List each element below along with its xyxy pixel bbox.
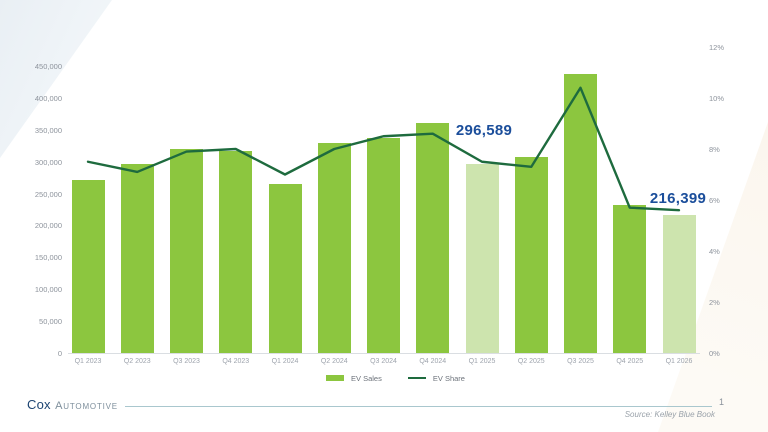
x-axis-tick-label: Q1 2026 <box>665 358 693 365</box>
ev-sales-bar <box>170 148 203 353</box>
chart-legend: EV Sales EV Share <box>326 372 465 384</box>
y-axis-right-tick-label: 0% <box>709 349 720 358</box>
x-axis-tick-label: Q3 2024 <box>370 358 397 365</box>
ev-sales-bar <box>268 183 302 353</box>
x-axis-line <box>68 353 700 354</box>
footer-divider-line <box>125 406 712 407</box>
y-axis-left-tick-label: 0 <box>57 349 62 358</box>
source-credit: Source: Kelley Blue Book <box>624 410 715 419</box>
y-axis-left-tick-label: 350,000 <box>34 125 62 135</box>
x-axis-tick-label: Q1 2025 <box>468 358 496 365</box>
ev-share-legend-label: EV Share <box>432 373 465 383</box>
y-axis-right-tick-label: 2% <box>709 298 720 307</box>
logo-cox-text: Cox <box>27 397 51 412</box>
x-axis-tick-label: Q4 2024 <box>419 358 447 365</box>
x-axis-tick-label: Q2 2025 <box>517 358 545 365</box>
y-axis-left-tick-label: 450,000 <box>34 62 62 71</box>
ev-sales-bar <box>662 214 696 353</box>
y-axis-left-tick-label: 400,000 <box>34 93 62 103</box>
ev-sales-legend-label: EV Sales <box>351 373 382 383</box>
ev-sales-bar <box>465 163 499 353</box>
x-axis-tick-label: Q1 2024 <box>271 358 299 365</box>
y-axis-left-tick-label: 300,000 <box>34 157 62 167</box>
x-axis-tick-label: Q4 2023 <box>222 358 250 365</box>
ev-sales-bar <box>317 142 351 353</box>
x-axis-tick-label: Q2 2023 <box>123 358 151 365</box>
ev-sales-bar <box>219 151 253 353</box>
y-axis-right-tick-label: 12% <box>709 43 725 52</box>
ev-sales-legend-swatch <box>326 375 344 381</box>
x-axis-tick-label: Q2 2024 <box>320 358 348 365</box>
y-axis-right-tick-label: 6% <box>709 196 720 205</box>
y-axis-right-tick-label: 8% <box>709 145 720 154</box>
ev-sales-bar <box>71 180 105 353</box>
data-label-q1-2026: 216,399 <box>649 190 707 207</box>
x-axis-tick-label: Q3 2025 <box>567 358 594 365</box>
y-axis-left-tick-label: 100,000 <box>34 285 62 295</box>
ev-sales-bar <box>416 122 450 353</box>
ev-sales-bar <box>564 74 597 353</box>
x-axis-tick-label: Q4 2025 <box>616 358 644 365</box>
y-axis-right-tick-label: 4% <box>709 247 720 256</box>
ev-sales-bar <box>613 205 647 353</box>
page-number: 1 <box>719 397 725 407</box>
logo-automotive-text: Automotive <box>55 400 118 412</box>
ev-share-legend-swatch <box>407 376 426 380</box>
y-axis-left-tick-label: 50,000 <box>39 317 62 327</box>
data-label-q1-2025: 296,589 <box>455 122 513 139</box>
ev-sales-bar <box>367 138 400 353</box>
x-axis-tick-label: Q1 2023 <box>74 358 102 365</box>
cox-automotive-logo: Cox Automotive <box>27 396 118 414</box>
ev-sales-bar <box>514 156 548 353</box>
ev-sales-bar <box>120 164 154 353</box>
y-axis-left-tick-label: 200,000 <box>34 221 62 231</box>
y-axis-left-tick-label: 250,000 <box>34 189 62 199</box>
y-axis-right-tick-label: 10% <box>709 94 725 103</box>
x-axis-tick-label: Q3 2023 <box>173 358 200 365</box>
y-axis-left-tick-label: 150,000 <box>34 253 62 263</box>
